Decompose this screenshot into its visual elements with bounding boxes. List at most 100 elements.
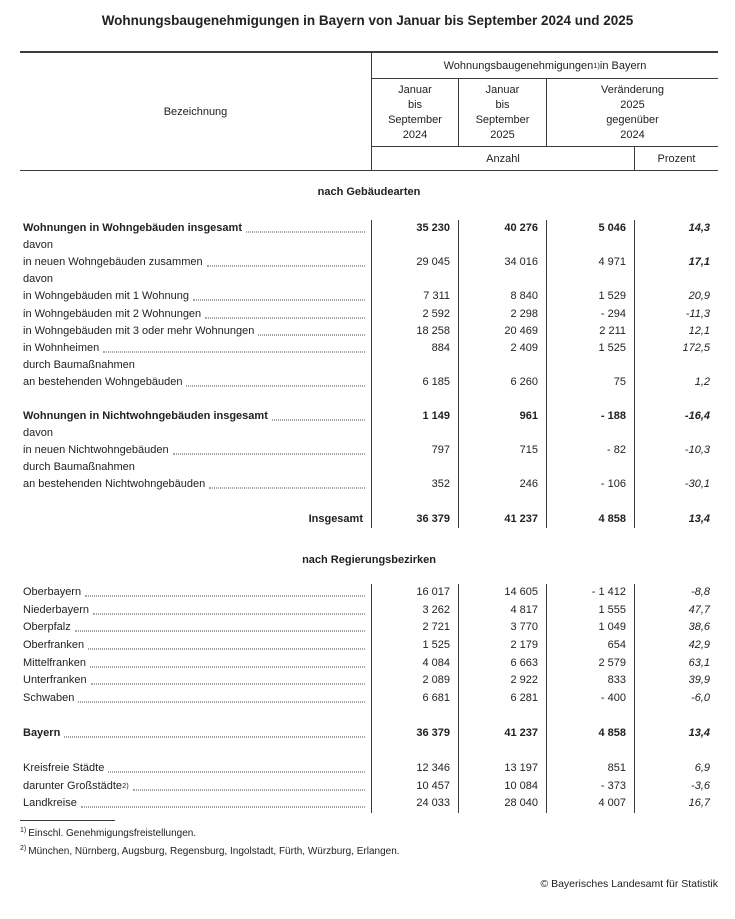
value-pct: 13,4	[688, 727, 710, 740]
row-label: in Wohngebäuden mit 2 Wohnungen	[23, 307, 202, 320]
value-diff: 2 211	[547, 322, 635, 340]
value-2024: 2 721	[372, 619, 459, 637]
value-2024: 10 457	[372, 777, 459, 796]
value-2024	[372, 493, 459, 511]
value-diff: 833	[547, 671, 635, 690]
value-2024: 6 185	[372, 373, 459, 391]
dot-leader	[172, 453, 365, 455]
value-pct: 20,9	[688, 290, 710, 303]
row-label-cell: durch Baumaßnahmen	[20, 356, 372, 374]
value-diff: 75	[547, 373, 635, 391]
row-label-cell: in Wohngebäuden mit 1 Wohnung	[20, 288, 372, 306]
value-2025: 961	[459, 408, 547, 426]
row-label: darunter Großstädte	[23, 779, 123, 792]
value-pct	[635, 707, 718, 725]
spacer-cell	[20, 493, 372, 511]
dot-leader	[209, 487, 365, 489]
dot-leader	[78, 701, 365, 703]
value-2024: 4 084	[372, 654, 459, 672]
table-section-regierungsbezirke: Oberbayern 16 017 14 605- 1 412 -8,8 Niederb…	[20, 584, 718, 813]
value-diff	[547, 459, 635, 477]
value-2025: 34 016	[459, 254, 547, 272]
row-label: Bayern	[23, 727, 61, 740]
value-pct: 39,9	[688, 674, 710, 687]
value-pct: 42,9	[688, 639, 710, 652]
value-2024	[372, 459, 459, 477]
value-pct: 12,1	[688, 324, 710, 337]
value-diff: - 1 412	[547, 584, 635, 602]
value-2024: 35 230	[372, 220, 459, 238]
footnote-2-text: München, Nürnberg, Augsburg, Regensburg,…	[28, 846, 400, 857]
value-2024	[372, 742, 459, 760]
value-pct	[635, 494, 718, 511]
column-header-jan-sep-2025: Januar bis September 2025	[459, 79, 547, 147]
value-2025: 10 084	[459, 777, 547, 796]
value-pct: 16,7	[688, 797, 710, 810]
value-2025: 715	[459, 442, 547, 460]
dot-leader	[186, 385, 365, 387]
value-pct: 14,3	[688, 222, 710, 235]
value-diff: 1 529	[547, 288, 635, 306]
value-2024	[372, 707, 459, 725]
row-label-cell: Mittelfranken	[20, 654, 372, 672]
value-2025	[459, 707, 547, 725]
row-label-cell: Unterfranken	[20, 671, 372, 690]
value-diff: 5 046	[547, 220, 635, 238]
row-label: an bestehenden Wohngebäuden	[23, 375, 183, 388]
dot-leader	[245, 231, 365, 233]
row-label-cell: an bestehenden Nichtwohngebäuden	[20, 476, 372, 494]
dot-leader	[108, 771, 365, 773]
row-label-cell: davon	[20, 425, 372, 443]
row-label-cell: durch Baumaßnahmen	[20, 459, 372, 477]
row-label-cell: Oberbayern	[20, 584, 372, 602]
row-label-cell: darunter Großstädte 2)	[20, 777, 372, 796]
row-label-cell: davon	[20, 271, 372, 289]
value-2025: 2 409	[459, 339, 547, 357]
value-2025: 8 840	[459, 288, 547, 306]
value-diff: - 188	[547, 408, 635, 426]
value-2025: 2 179	[459, 636, 547, 655]
footnote-1-marker: 1)	[20, 826, 27, 834]
value-pct	[635, 459, 718, 476]
value-2025	[459, 459, 547, 477]
dot-leader	[64, 736, 365, 738]
value-2025	[459, 493, 547, 511]
row-label-cell: Insgesamt	[20, 510, 372, 528]
value-2024: 36 379	[372, 724, 459, 743]
column-header-bezeichnung: Bezeichnung	[20, 53, 372, 170]
value-2024: 7 311	[372, 288, 459, 306]
row-label-cell: Wohnungen in Wohngebäuden insgesamt	[20, 220, 372, 238]
value-2025: 40 276	[459, 220, 547, 238]
value-2025: 14 605	[459, 584, 547, 602]
row-label-cell: in Wohnheimen	[20, 339, 372, 357]
value-2024	[372, 425, 459, 443]
value-2024	[372, 390, 459, 409]
spacer-cell	[20, 707, 372, 725]
footnote-2: 2) München, Nürnberg, Augsburg, Regensbur…	[20, 845, 400, 857]
footnote-separator	[20, 820, 115, 821]
value-2025: 41 237	[459, 724, 547, 743]
dot-leader	[258, 334, 365, 336]
value-pct	[635, 742, 718, 760]
row-label-cell: an bestehenden Wohngebäuden	[20, 373, 372, 391]
value-2024: 24 033	[372, 795, 459, 813]
section-heading-gebaeudearten: nach Gebäudearten	[317, 186, 421, 198]
row-label: Oberfranken	[23, 639, 85, 652]
value-diff	[547, 493, 635, 511]
dot-leader	[192, 299, 365, 301]
value-2025	[459, 390, 547, 409]
row-label: Schwaben	[23, 691, 75, 704]
value-2024: 2 089	[372, 671, 459, 690]
value-2025: 2 298	[459, 305, 547, 323]
spacer-cell	[20, 390, 372, 409]
value-diff: - 373	[547, 777, 635, 796]
row-label-cell: Oberfranken	[20, 636, 372, 655]
value-2024	[372, 237, 459, 255]
value-diff: - 106	[547, 476, 635, 494]
row-label: Unterfranken	[23, 674, 87, 687]
value-diff	[547, 390, 635, 409]
value-2025: 2 922	[459, 671, 547, 690]
column-group-header: Wohnungsbaugenehmigungen 1) in Bayern	[372, 53, 718, 79]
dot-leader	[74, 630, 365, 632]
dot-leader	[85, 595, 365, 597]
